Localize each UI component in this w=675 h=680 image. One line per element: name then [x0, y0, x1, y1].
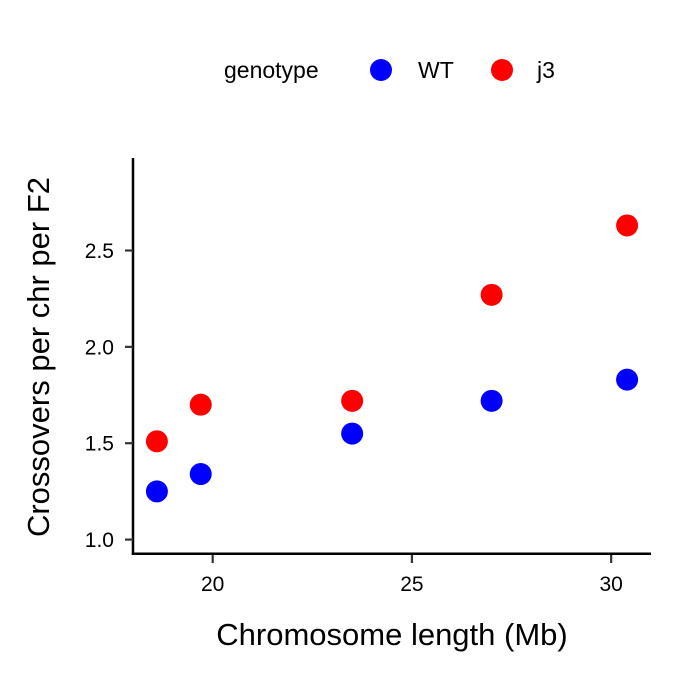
data-point-j3: [341, 389, 364, 412]
legend-label-wt: WT: [418, 57, 454, 83]
x-axis-title: Chromosome length (Mb): [216, 617, 567, 652]
data-point-j3: [480, 283, 503, 306]
y-tick-label: 2.0: [85, 336, 114, 359]
x-tick-label: 20: [201, 573, 224, 596]
y-axis-title: Crossovers per chr per F2: [21, 177, 56, 537]
legend-label-j3: j3: [536, 57, 555, 83]
legend-key-wt: [370, 59, 392, 81]
y-tick-label: 1.5: [85, 433, 114, 456]
x-axis-ticks: 20 25 30: [201, 555, 623, 596]
y-tick-label: 1.0: [85, 529, 114, 552]
data-points: [145, 214, 639, 503]
data-point-wt: [616, 368, 639, 391]
x-tick-label: 30: [599, 573, 622, 596]
data-point-wt: [341, 422, 364, 445]
data-point-wt: [145, 480, 168, 503]
legend-key-j3: [491, 59, 513, 81]
y-axis-ticks: 1.0 1.5 2.0 2.5: [85, 240, 133, 552]
data-point-wt: [189, 463, 212, 486]
legend: genotype WT j3: [224, 57, 555, 83]
y-tick-label: 2.5: [85, 240, 114, 263]
data-point-j3: [616, 214, 639, 237]
data-point-j3: [145, 430, 168, 453]
x-tick-label: 25: [400, 573, 423, 596]
data-point-j3: [189, 393, 212, 416]
legend-title: genotype: [224, 57, 319, 83]
data-point-wt: [480, 389, 503, 412]
